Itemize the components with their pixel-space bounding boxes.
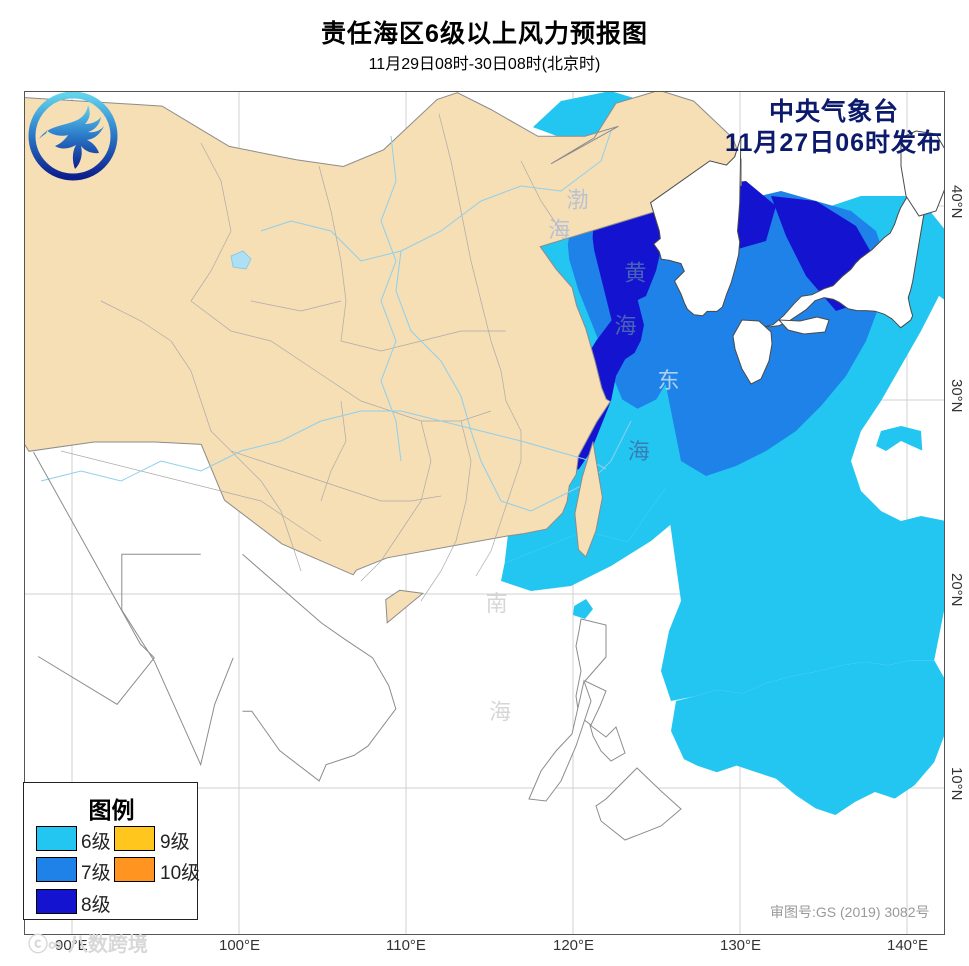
svg-text:海: 海	[614, 313, 636, 338]
svg-text:黄: 黄	[624, 260, 646, 285]
svg-text:海: 海	[628, 439, 650, 464]
svg-text:海: 海	[548, 217, 570, 242]
svg-text:海: 海	[489, 700, 511, 725]
svg-text:渤: 渤	[566, 188, 588, 213]
svg-text:南: 南	[486, 591, 508, 616]
svg-text:东: 东	[657, 368, 679, 393]
